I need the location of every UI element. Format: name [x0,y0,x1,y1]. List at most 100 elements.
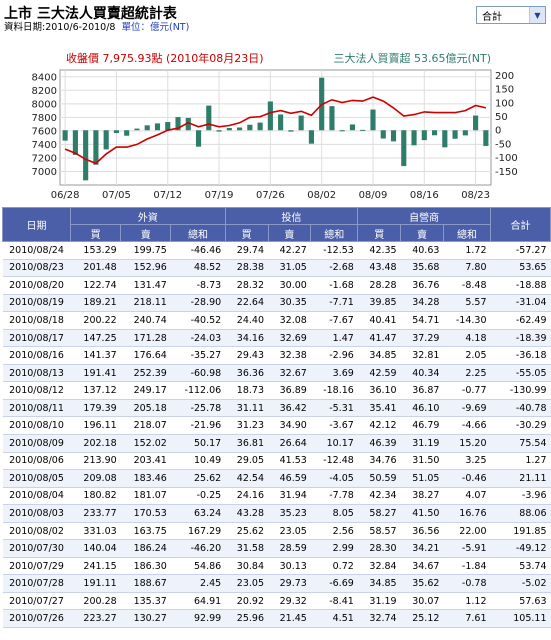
sub-header-6: 買 [357,224,402,242]
bar-net-buy [154,123,161,131]
row-cell: 152.02 [120,434,171,453]
row-cell: 7.61 [443,609,491,629]
sub-header-0: 買 [69,224,122,242]
row-cell: 36.81 [225,434,268,453]
row-cell: 28.30 [357,539,401,558]
row-cell: 152.96 [120,259,171,278]
row-cell: 35.23 [268,504,311,523]
row-cell: 22.00 [443,522,491,541]
row-cell: 28.32 [225,276,268,295]
row-cell: -0.25 [170,487,226,506]
row-cell: 5.57 [443,294,491,313]
row-cell: -12.53 [310,241,358,260]
table-row: 2010/08/16 141.37 176.64 -35.27 29.43 32.38 -2… [2,346,551,365]
left-tick-label: 7000 [32,167,57,178]
row-cell: 46.59 [268,469,311,488]
row-date: 2010/08/18 [2,311,71,330]
row-date: 2010/07/28 [2,574,71,593]
row-date: 2010/08/17 [2,329,71,348]
x-tick-label: 07/05 [102,190,131,201]
row-cell: -5.02 [490,574,551,593]
row-cell: 1.27 [490,452,551,471]
table-row: 2010/07/27 200.28 135.37 64.91 20.92 29.32 -8.… [2,592,551,611]
row-cell: -57.27 [490,241,551,260]
table-row: 2010/07/30 140.04 186.24 -46.20 31.58 28.59 2.… [2,539,551,558]
col-total: 合計 [490,207,551,242]
table-row: 2010/08/03 233.77 170.53 63.24 43.28 35.23 8.0… [2,504,551,523]
right-tick-label: 100 [495,98,514,109]
row-cell: 34.67 [400,557,444,576]
row-cell: 43.48 [357,259,401,278]
row-cell: -112.06 [170,381,226,400]
row-cell: 58.27 [357,504,401,523]
row-cell: 29.74 [225,241,268,260]
view-select[interactable]: 合計 ▼ [476,6,546,24]
row-cell: -0.46 [443,469,491,488]
row-cell: -0.78 [443,574,491,593]
right-tick-label: 50 [495,112,508,123]
row-cell: -7.78 [310,487,358,506]
row-cell: 30.84 [225,557,268,576]
row-cell: -49.12 [490,539,551,558]
bar-net-buy [329,106,335,131]
bar-net-buy [103,130,109,150]
row-cell: -130.99 [490,381,551,400]
row-cell: 42.34 [357,487,401,506]
bar-net-buy [288,130,294,132]
table-row: 2010/08/20 122.74 131.47 -8.73 28.32 30.00 -1.… [2,276,551,295]
row-cell: 32.81 [400,346,444,365]
row-date: 2010/08/20 [2,276,71,295]
row-cell: 131.47 [120,276,171,295]
row-date: 2010/08/24 [2,241,71,260]
row-cell: 35.62 [400,574,444,593]
row-cell: 15.20 [443,434,491,453]
page-title: 上市 三大法人買賣超統計表 [4,6,177,22]
row-cell: 36.36 [225,364,268,383]
row-cell: 2.25 [443,364,491,383]
row-cell: 34.90 [268,416,311,436]
row-cell: 16.76 [443,504,491,523]
bar-net-buy [483,130,489,146]
x-tick-label: 07/19 [205,190,234,201]
row-cell: 196.11 [70,416,121,436]
row-cell: -18.16 [310,381,358,400]
row-cell: 240.74 [120,311,171,330]
row-cell: 200.22 [70,311,121,330]
row-cell: 41.53 [268,452,311,471]
x-tick-label: 07/26 [256,190,285,201]
row-cell: 50.59 [357,469,401,488]
col-investment-trust: 投信 [224,207,359,225]
row-cell: 35.41 [357,399,401,418]
table-body: 2010/08/24 153.29 199.75 -46.46 29.74 42.27 -1… [2,241,551,629]
row-cell: 57.63 [490,592,551,611]
left-tick-label: 7600 [32,126,57,137]
row-date: 2010/08/12 [2,381,71,400]
row-cell: 2.56 [310,522,358,541]
table-row: 2010/08/04 180.82 181.07 -0.25 24.16 31.94 -7.… [2,487,551,506]
row-cell: 29.32 [268,592,311,611]
row-cell: 92.99 [170,609,226,629]
table-row: 2010/08/23 201.48 152.96 48.52 28.38 31.05 -2.… [2,259,551,278]
plot-area [59,69,492,186]
row-date: 2010/07/27 [2,592,71,611]
row-cell: 29.73 [268,574,311,593]
row-cell: 181.07 [120,487,171,506]
table-group-header-row: 日期 外資 投信 自營商 合計 [2,207,551,242]
row-cell: 40.34 [400,364,444,383]
row-date: 2010/08/05 [2,469,71,488]
bar-net-buy [257,122,263,131]
row-cell: 140.04 [70,539,121,558]
chevron-down-icon[interactable]: ▼ [529,7,545,23]
row-date: 2010/08/16 [2,346,71,365]
row-cell: 42.12 [357,416,401,436]
row-cell: 23.05 [268,522,311,541]
table-row: 2010/07/26 223.27 130.27 92.99 25.96 21.45 4.5… [2,609,551,629]
row-cell: 153.29 [70,241,121,260]
view-select-value: 合計 [482,11,502,23]
row-cell: -55.05 [490,364,551,383]
row-cell: 3.69 [310,364,358,383]
sub-header: 資料日期:2010/6-2010/8 單位：億元(NT) [4,19,189,33]
left-tick-label: 7200 [32,153,57,164]
row-cell: 4.18 [443,329,491,348]
sub-header-2: 總和 [170,224,226,242]
